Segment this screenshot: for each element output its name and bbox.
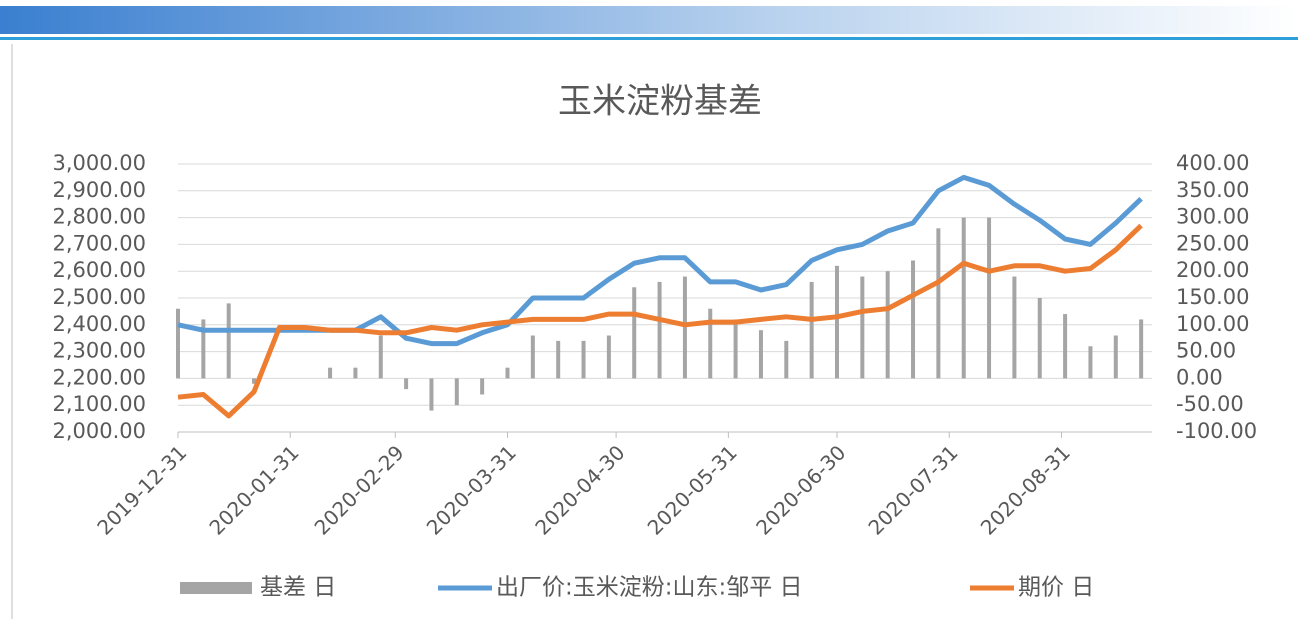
bar	[885, 271, 890, 379]
bar	[226, 303, 231, 379]
y-tick-label: 2,500.00	[52, 285, 146, 309]
bar	[987, 217, 992, 379]
x-tick-label: 2020-01-31	[205, 440, 304, 539]
y-tick-label: 2,400.00	[52, 312, 146, 336]
bar	[505, 367, 510, 379]
bar	[176, 308, 180, 379]
bar	[429, 378, 434, 411]
x-tick-label: 2019-12-31	[92, 440, 191, 539]
y-tick-label: 2,700.00	[52, 231, 146, 255]
bar	[682, 276, 687, 379]
bar	[1012, 276, 1017, 379]
y-tick-label: 2,300.00	[52, 339, 146, 363]
bar	[454, 378, 459, 406]
bar	[353, 367, 358, 379]
legend-label: 期价 日	[1018, 575, 1094, 601]
bar	[1139, 319, 1144, 379]
y-tick-label: 2,900.00	[52, 178, 146, 202]
bar	[860, 276, 865, 379]
bar	[809, 281, 814, 379]
y2-tick-label: -100.00	[1176, 419, 1257, 443]
line	[177, 223, 1143, 419]
legend-label: 出厂价:玉米淀粉:山东:邹平 日	[496, 575, 803, 601]
bar	[1063, 314, 1068, 379]
bar	[252, 378, 257, 384]
bar	[530, 335, 535, 379]
y2-tick-label: 0.00	[1176, 365, 1223, 389]
y-tick-label: 2,100.00	[52, 392, 146, 416]
y2-tick-label: 400.00	[1176, 151, 1249, 175]
bar	[581, 340, 586, 379]
bar	[733, 319, 738, 379]
bar	[480, 378, 485, 395]
y-tick-label: 2,600.00	[52, 258, 146, 282]
bar	[556, 340, 561, 379]
bar	[606, 335, 611, 379]
bar	[834, 265, 839, 379]
legend-swatch	[180, 582, 252, 594]
bar	[1113, 335, 1118, 379]
bar	[936, 228, 941, 379]
bar	[378, 335, 383, 379]
y2-tick-label: 50.00	[1176, 339, 1236, 363]
bar	[404, 378, 409, 390]
y-tick-label: 2,200.00	[52, 365, 146, 389]
bar	[1088, 346, 1093, 379]
chart-title: 玉米淀粉基差	[558, 82, 762, 122]
y2-tick-label: 300.00	[1176, 205, 1249, 229]
bar	[708, 308, 713, 379]
header-band	[0, 6, 1298, 34]
bar	[201, 319, 206, 379]
x-tick-label: 2020-08-31	[976, 440, 1075, 539]
bar	[911, 260, 916, 379]
y2-tick-label: -50.00	[1176, 392, 1244, 416]
y2-tick-label: 350.00	[1176, 178, 1249, 202]
legend-label: 基差 日	[260, 575, 336, 601]
bar	[328, 367, 333, 379]
x-tick-label: 2020-07-31	[863, 440, 962, 539]
x-tick-label: 2020-02-29	[310, 440, 409, 539]
bar	[632, 287, 637, 379]
y2-tick-label: 250.00	[1176, 231, 1249, 255]
header-rule	[0, 37, 1298, 40]
bar	[657, 281, 662, 379]
y2-tick-label: 100.00	[1176, 312, 1249, 336]
bar	[961, 217, 966, 379]
bar	[1037, 298, 1042, 379]
y2-tick-label: 150.00	[1176, 285, 1249, 309]
bar	[758, 330, 763, 379]
x-tick-label: 2020-06-30	[751, 440, 850, 539]
y-tick-label: 3,000.00	[52, 151, 146, 175]
y2-tick-label: 200.00	[1176, 258, 1249, 282]
x-tick-label: 2020-04-30	[530, 440, 629, 539]
x-tick-label: 2020-05-31	[643, 440, 742, 539]
x-tick-label: 2020-03-31	[422, 440, 521, 539]
y-tick-label: 2,000.00	[52, 419, 146, 443]
y-tick-label: 2,800.00	[52, 205, 146, 229]
bar	[784, 340, 789, 379]
